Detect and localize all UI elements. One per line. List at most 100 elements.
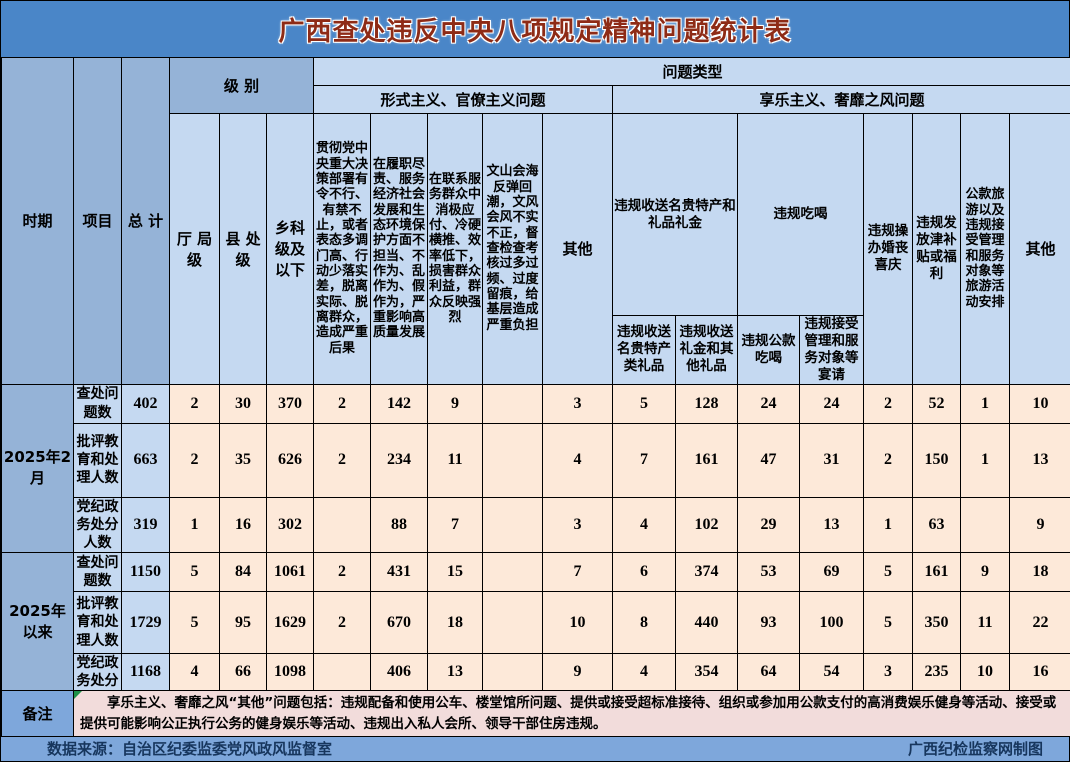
- column-header-gifts-cash: 违规收送礼金和其他礼品: [675, 315, 739, 385]
- table-cell: 6: [612, 552, 677, 593]
- table-cell: 1168: [121, 653, 170, 692]
- data-source-text: 数据来源：自治区纪委监委党风政风监督室: [47, 740, 333, 759]
- table-cell: 2: [313, 552, 372, 593]
- table-cell: 5: [169, 591, 220, 655]
- table-cell: 5: [169, 552, 220, 593]
- column-header-wedding: 违规操办婚丧喜庆: [863, 113, 914, 385]
- table-cell: 10: [960, 653, 1011, 692]
- table-cell: 66: [219, 653, 267, 692]
- column-header-dining-group: 违规吃喝: [737, 113, 865, 316]
- table-cell: 18: [1009, 552, 1070, 593]
- period-label: 2025年以来: [1, 552, 74, 692]
- column-header-period: 时期: [1, 57, 74, 385]
- row-label: 查处问题数: [73, 383, 122, 424]
- table-cell: 319: [121, 496, 170, 554]
- column-header-formalism-1: 贯彻党中央重大决策部署有令不行、有禁不止，或者表态多调门高、行动少落实差，脱离实…: [313, 113, 372, 385]
- table-cell: 7: [612, 422, 677, 498]
- table-cell: 626: [265, 422, 315, 498]
- table-cell: 11: [427, 422, 484, 498]
- table-cell: 2: [863, 422, 914, 498]
- table-cell: 4: [169, 653, 220, 692]
- column-header-gifts-specialty: 违规收送名贵特产类礼品: [612, 315, 677, 385]
- table-cell: 5: [863, 552, 914, 593]
- table-cell: 1: [960, 422, 1011, 498]
- table-cell: 370: [265, 383, 315, 424]
- row-label: 查处问题数: [73, 552, 122, 593]
- table-cell: 350: [912, 591, 962, 655]
- table-cell: 9: [1009, 496, 1070, 554]
- column-header-travel: 公款旅游以及违规接受管理和服务对象等旅游活动安排: [960, 113, 1011, 385]
- remark-cell: 享乐主义、奢靡之风“其他”问题包括：违规配备和使用公车、楼堂馆所问题、提供或接受…: [72, 690, 1070, 737]
- table-cell: 663: [121, 422, 170, 498]
- table-cell: [482, 591, 544, 655]
- table-cell: 31: [799, 422, 865, 498]
- table-cell: 3: [542, 496, 614, 554]
- table-cell: 53: [737, 552, 801, 593]
- table-cell: 1: [960, 383, 1011, 424]
- column-header-item: 项目: [73, 57, 122, 385]
- table-cell: 15: [427, 552, 484, 593]
- column-header-formalism-2: 在履职尽责、服务经济社会发展和生态环境保护方面不担当、不作为、乱作为、假作为，严…: [370, 113, 429, 385]
- table-cell: 2: [313, 591, 372, 655]
- table-cell: 2: [169, 422, 220, 498]
- column-header-level-county: 县 处 级: [219, 113, 267, 385]
- column-header-dining-banquet: 违规接受管理和服务对象等宴请: [799, 315, 865, 385]
- column-header-gifts-group: 违规收送名贵特产和礼品礼金: [612, 113, 739, 316]
- table-cell: 302: [265, 496, 315, 554]
- table-cell: [313, 496, 372, 554]
- table-cell: 1729: [121, 591, 170, 655]
- table-cell: 234: [370, 422, 429, 498]
- table-cell: 406: [370, 653, 429, 692]
- column-header-formalism-other: 其他: [542, 113, 614, 385]
- table-cell: 13: [1009, 422, 1070, 498]
- table-cell: 69: [799, 552, 865, 593]
- table-cell: 161: [675, 422, 739, 498]
- table-cell: 7: [542, 552, 614, 593]
- table-cell: 100: [799, 591, 865, 655]
- table-cell: 4: [542, 422, 614, 498]
- table-cell: 102: [675, 496, 739, 554]
- table-cell: 2: [169, 383, 220, 424]
- table-cell: 88: [370, 496, 429, 554]
- column-header-level-township: 乡科级及以下: [265, 113, 315, 385]
- statistics-table: 时期 项目 总 计 级 别 问题类型 形式主义、官僚主义问题 享乐主义、奢靡之风…: [1, 57, 1070, 737]
- table-cell: [482, 653, 544, 692]
- table-cell: 95: [219, 591, 267, 655]
- column-header-formalism-4: 文山会海反弹回潮，文风会风不实不正，督查检查考核过多过频、过度留痕，给基层造成严…: [482, 113, 544, 385]
- table-cell: [482, 383, 544, 424]
- table-cell: 16: [219, 496, 267, 554]
- table-cell: 13: [799, 496, 865, 554]
- column-header-formalism-group: 形式主义、官僚主义问题: [313, 85, 614, 114]
- column-header-formalism-3: 在联系服务群众中消极应付、冷硬横推、效率低下，损害群众利益，群众反映强烈: [427, 113, 484, 385]
- table-cell: 84: [219, 552, 267, 593]
- table-cell: 16: [1009, 653, 1070, 692]
- table-cell: 374: [675, 552, 739, 593]
- table-cell: 22: [1009, 591, 1070, 655]
- page-title: 广西查处违反中央八项规定精神问题统计表: [278, 16, 792, 47]
- table-cell: 64: [737, 653, 801, 692]
- column-header-total: 总 计: [121, 57, 170, 385]
- table-cell: 1098: [265, 653, 315, 692]
- table-cell: 47: [737, 422, 801, 498]
- table-cell: 3: [542, 383, 614, 424]
- table-cell: 5: [612, 383, 677, 424]
- column-header-level-group: 级 别: [168, 57, 315, 114]
- table-cell: 4: [612, 653, 677, 692]
- table-cell: 1061: [265, 552, 315, 593]
- table-cell: 2: [313, 383, 372, 424]
- table-cell: 670: [370, 591, 429, 655]
- table-cell: 7: [427, 496, 484, 554]
- table-cell: 24: [799, 383, 865, 424]
- table-cell: 10: [1009, 383, 1070, 424]
- table-cell: 9: [542, 653, 614, 692]
- column-header-hedonism-group: 享乐主义、奢靡之风问题: [612, 85, 1070, 114]
- table-cell: 18: [427, 591, 484, 655]
- column-header-problem-type: 问题类型: [313, 57, 1070, 86]
- table-cell: 29: [737, 496, 801, 554]
- table-cell: 128: [675, 383, 739, 424]
- table-cell: 9: [427, 383, 484, 424]
- table-cell: 150: [912, 422, 962, 498]
- remark-label: 备注: [1, 690, 74, 737]
- table-cell: 354: [675, 653, 739, 692]
- table-cell: 2: [863, 383, 914, 424]
